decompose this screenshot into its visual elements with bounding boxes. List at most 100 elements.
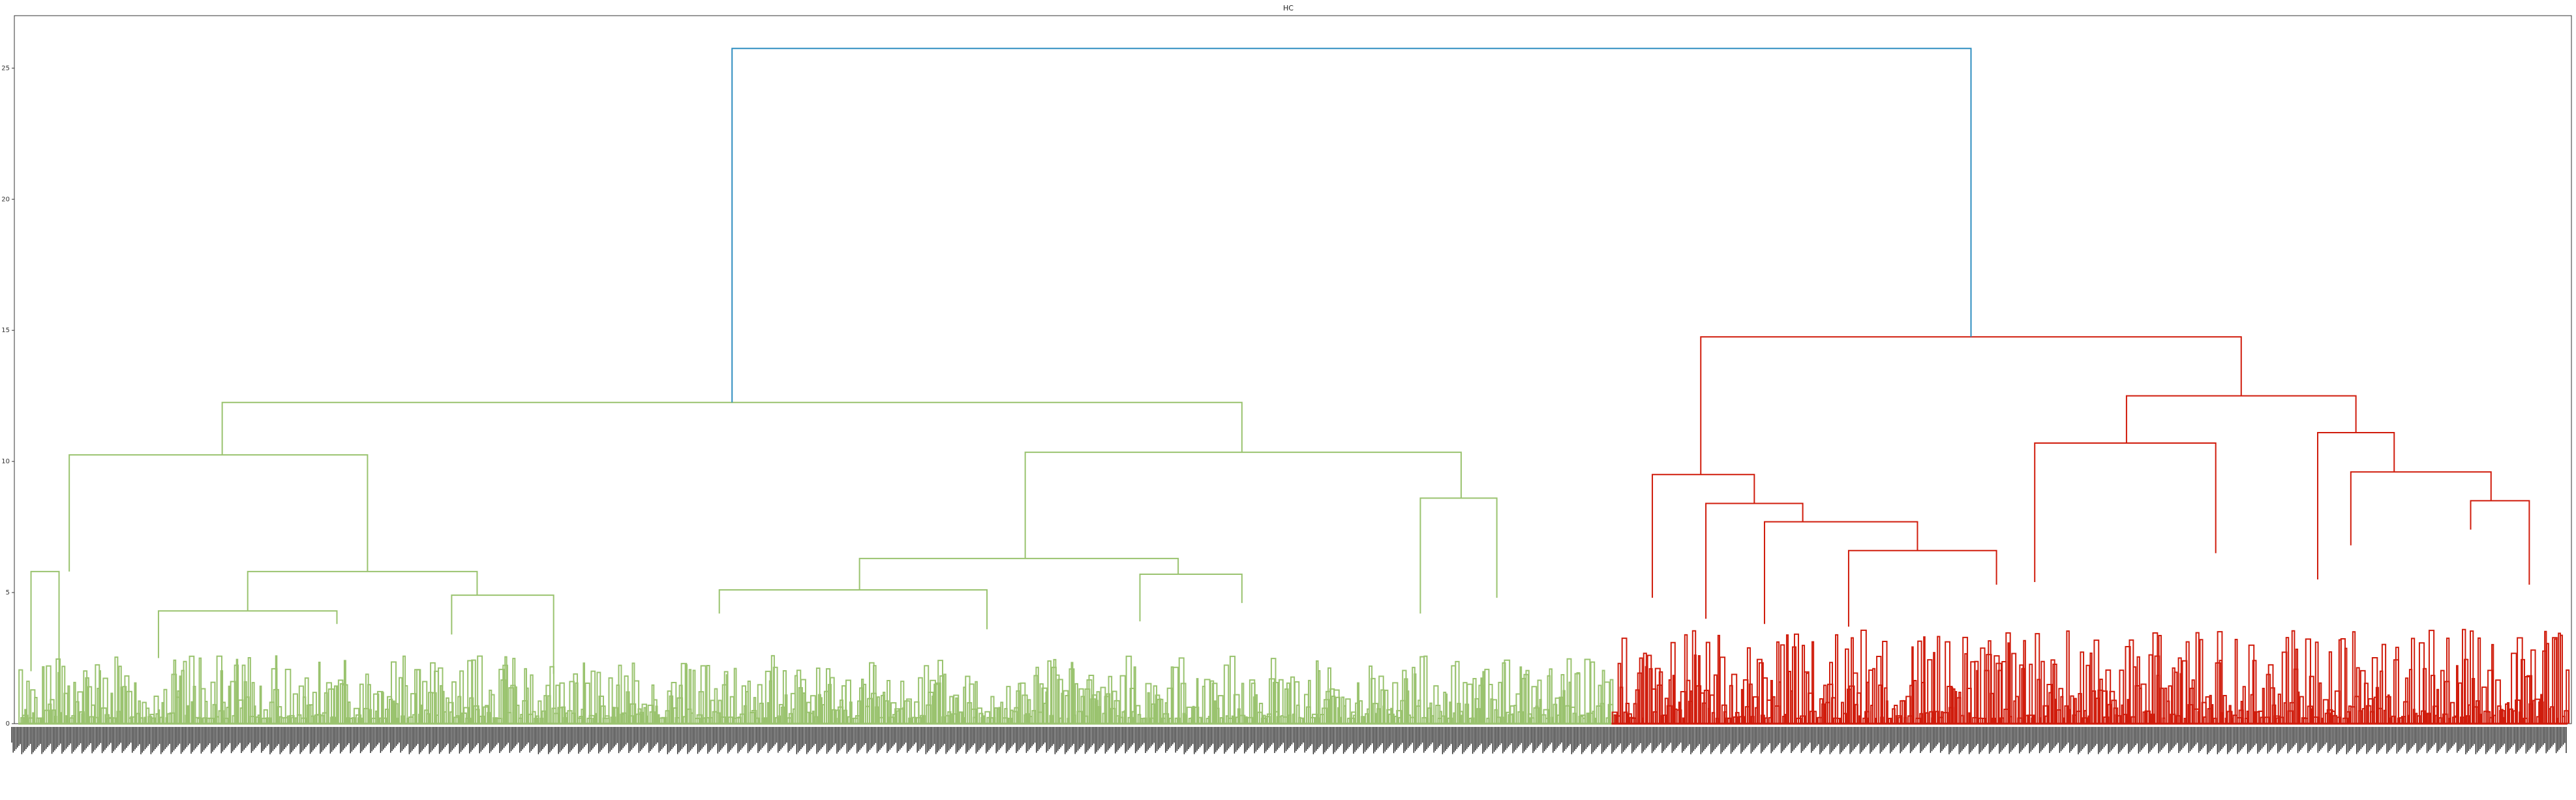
red_cluster-leaf-link bbox=[2414, 713, 2418, 724]
green_cluster-leaf-link bbox=[1519, 666, 1523, 724]
green_cluster-link bbox=[68, 454, 369, 572]
green_cluster-leaf-link bbox=[165, 717, 168, 724]
green_cluster-leaf-link bbox=[692, 669, 696, 724]
red_cluster-leaf-link bbox=[2458, 682, 2462, 724]
green_cluster-link bbox=[247, 570, 478, 611]
green_cluster-leaf-link bbox=[575, 682, 579, 724]
red_cluster-leaf-link bbox=[1613, 714, 1616, 724]
red_cluster-leaf-link bbox=[1988, 640, 1992, 724]
red_cluster-leaf-link bbox=[2129, 639, 2134, 724]
green_cluster-leaf-link bbox=[1406, 690, 1410, 724]
green_cluster-leaf-link bbox=[1241, 683, 1245, 724]
red_cluster-leaf-link bbox=[2371, 657, 2378, 724]
green_cluster-leaf-link bbox=[1047, 660, 1052, 724]
green_cluster-leaf-link bbox=[1245, 716, 1248, 724]
green_cluster-leaf-link bbox=[1594, 717, 1597, 724]
red_cluster-leaf-link bbox=[2011, 653, 2017, 724]
green_cluster-leaf-link bbox=[26, 681, 30, 724]
green_cluster-leaf-link bbox=[1229, 655, 1236, 724]
red_cluster-leaf-link bbox=[1913, 680, 1917, 724]
red_cluster-leaf-link bbox=[2015, 696, 2020, 724]
green_cluster-link bbox=[157, 610, 338, 658]
green_cluster-leaf-link bbox=[1392, 682, 1399, 724]
green_cluster-leaf-link bbox=[633, 680, 640, 724]
red_cluster-leaf-link bbox=[2428, 630, 2435, 724]
red_cluster-leaf-link bbox=[2418, 642, 2425, 724]
green_cluster-leaf-link bbox=[1166, 687, 1174, 724]
red_cluster-leaf-link bbox=[2101, 690, 2108, 724]
green_cluster-leaf-link bbox=[390, 661, 397, 724]
red_cluster-leaf-link bbox=[1917, 640, 1922, 724]
green_cluster-leaf-link bbox=[1404, 678, 1408, 724]
red_cluster-leaf-link bbox=[1923, 636, 1926, 724]
red_cluster-leaf-link bbox=[2222, 694, 2227, 724]
red_cluster-leaf-link bbox=[1890, 717, 1892, 724]
red_cluster-link bbox=[2125, 395, 2357, 444]
green_cluster-leaf-link bbox=[1217, 695, 1224, 724]
green_cluster-leaf-link bbox=[759, 702, 764, 724]
green_cluster-leaf-link bbox=[1345, 698, 1351, 724]
green_cluster-leaf-link bbox=[18, 669, 23, 724]
green_cluster-leaf-link bbox=[1472, 678, 1477, 724]
green_cluster-leaf-link bbox=[1231, 715, 1234, 724]
green_cluster-leaf-link bbox=[810, 695, 816, 724]
green_cluster-leaf-link bbox=[420, 704, 423, 724]
red_cluster-leaf-link bbox=[2040, 660, 2045, 724]
red_cluster-leaf-link bbox=[1682, 717, 1685, 724]
green_cluster-leaf-link bbox=[1078, 688, 1084, 724]
green_cluster-leaf-link bbox=[98, 670, 101, 724]
green_cluster-leaf-link bbox=[1445, 693, 1448, 724]
red_cluster-leaf-link bbox=[1894, 704, 1898, 724]
green_cluster-leaf-link bbox=[1213, 700, 1217, 724]
red_cluster-leaf-link bbox=[2093, 639, 2100, 724]
green_cluster-leaf-link bbox=[410, 693, 417, 724]
green_cluster-leaf-link bbox=[59, 712, 63, 724]
red_cluster-leaf-link bbox=[2277, 693, 2281, 724]
red_cluster-link bbox=[2317, 431, 2395, 579]
green_cluster-leaf-link bbox=[1258, 703, 1264, 724]
green_cluster-leaf-link bbox=[831, 709, 836, 724]
red_cluster-leaf-link bbox=[1860, 629, 1867, 724]
green_cluster-leaf-link bbox=[65, 715, 68, 724]
green_cluster-leaf-link bbox=[583, 662, 585, 724]
green_cluster-leaf-link bbox=[477, 655, 483, 724]
red_cluster-leaf-link bbox=[1717, 634, 1721, 724]
y-axis: 0 5 10 15 20 25 bbox=[1, 65, 14, 728]
green_cluster-leaf-link bbox=[359, 683, 364, 724]
green_cluster-leaf-link bbox=[284, 668, 292, 724]
red_cluster-leaf-link bbox=[1686, 679, 1691, 724]
red_cluster-leaf-link bbox=[2140, 683, 2147, 724]
green_cluster-leaf-link bbox=[1223, 664, 1230, 724]
green_cluster-leaf-link bbox=[463, 707, 470, 724]
green_cluster-leaf-link bbox=[1449, 701, 1452, 724]
green_cluster-leaf-link bbox=[1318, 670, 1321, 724]
red_cluster-leaf-link bbox=[2080, 651, 2085, 724]
red_cluster-leaf-link bbox=[1954, 691, 1958, 724]
red_cluster-leaf-link bbox=[1719, 656, 1726, 724]
red_cluster-leaf-link bbox=[2168, 685, 2173, 724]
green_cluster-leaf-link bbox=[949, 696, 954, 724]
red_cluster-leaf-link bbox=[2054, 698, 2057, 724]
red_cluster-leaf-link bbox=[1958, 691, 1962, 724]
red_cluster-leaf-link bbox=[2228, 705, 2232, 724]
red_cluster-leaf-link bbox=[1684, 634, 1688, 724]
green_cluster-leaf-link bbox=[1554, 697, 1562, 724]
green_cluster-leaf-link bbox=[190, 701, 194, 724]
red_cluster-leaf-link bbox=[1611, 711, 1618, 724]
green_cluster-leaf-link bbox=[163, 688, 168, 724]
red_cluster-leaf-link bbox=[2410, 638, 2416, 724]
red_cluster-leaf-link bbox=[2534, 698, 2541, 724]
red_cluster-leaf-link bbox=[1641, 717, 1644, 724]
green_cluster-leaf-link bbox=[733, 668, 737, 724]
green_cluster-leaf-link bbox=[1543, 709, 1549, 724]
green_cluster-link bbox=[1024, 452, 1462, 559]
green_cluster-leaf-link bbox=[46, 665, 52, 724]
green_cluster-leaf-link bbox=[1061, 692, 1064, 724]
red_cluster-leaf-link bbox=[2119, 669, 2125, 724]
red_cluster-leaf-link bbox=[2491, 643, 2494, 724]
red_cluster-leaf-link bbox=[2318, 682, 2322, 724]
red_cluster-leaf-link bbox=[2052, 663, 2057, 724]
red_cluster-leaf-link bbox=[1933, 652, 1935, 724]
green_cluster-leaf-link bbox=[1453, 712, 1456, 724]
green_cluster-leaf-link bbox=[1584, 658, 1591, 724]
